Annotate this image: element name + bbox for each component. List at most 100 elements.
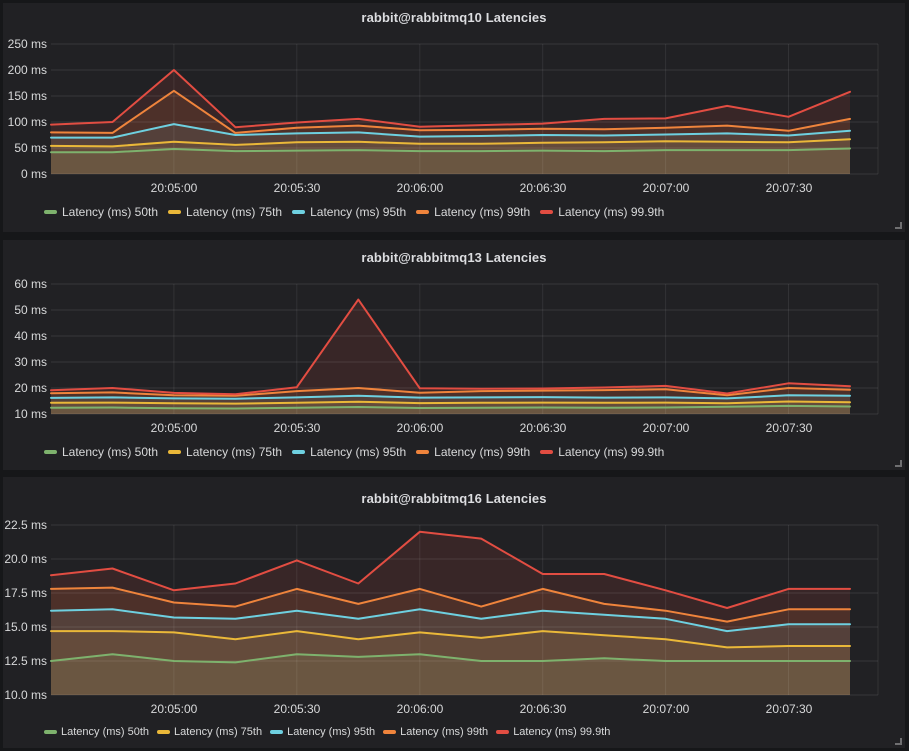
legend-label: Latency (ms) 50th: [62, 445, 159, 459]
legend-item[interactable]: Latency (ms) 99th: [416, 205, 530, 219]
legend-item[interactable]: Latency (ms) 75th: [168, 205, 282, 219]
y-tick-label: 10.0 ms: [4, 688, 47, 702]
legend-item[interactable]: Latency (ms) 75th: [157, 726, 262, 738]
x-tick-label: 20:07:00: [642, 702, 690, 716]
legend-label: Latency (ms) 99th: [434, 205, 531, 219]
legend-item[interactable]: Latency (ms) 95th: [292, 445, 406, 459]
panel-resize-handle-icon[interactable]: [893, 736, 902, 745]
y-tick-label: 100 ms: [7, 115, 47, 129]
y-tick-label: 20.0 ms: [4, 552, 47, 566]
legend: Latency (ms) 50th Latency (ms) 75th Latenc…: [44, 445, 664, 459]
x-tick-label: 20:06:00: [396, 181, 444, 195]
legend-swatch-icon: [292, 210, 306, 214]
legend-swatch-icon: [496, 730, 510, 734]
legend-swatch-icon: [292, 450, 306, 454]
x-tick-label: 20:07:30: [765, 702, 813, 716]
x-tick-label: 20:05:30: [273, 702, 321, 716]
latency-chart[interactable]: [3, 477, 905, 748]
legend-item[interactable]: Latency (ms) 99th: [383, 726, 488, 738]
y-tick-label: 150 ms: [7, 89, 47, 103]
legend-swatch-icon: [168, 210, 182, 214]
legend: Latency (ms) 50th Latency (ms) 75th Latenc…: [44, 205, 664, 219]
legend-label: Latency (ms) 75th: [186, 445, 283, 459]
panel-title[interactable]: rabbit@rabbitmq10 Latencies: [361, 10, 547, 25]
panel-rabbitmq16-latencies: rabbit@rabbitmq16 Latencies 10.0 ms 12.5 …: [3, 477, 905, 748]
series-fill: [51, 587, 850, 695]
y-tick-label: 22.5 ms: [4, 518, 47, 532]
x-tick-label: 20:05:00: [150, 702, 198, 716]
series-line: [50, 69, 851, 129]
y-tick-label: 10 ms: [14, 407, 47, 421]
series-line: [50, 586, 851, 623]
legend-swatch-icon: [416, 210, 430, 214]
series-line: [50, 394, 851, 400]
legend-swatch-icon: [44, 730, 57, 734]
legend-item[interactable]: Latency (ms) 50th: [44, 445, 158, 459]
legend-label: Latency (ms) 50th: [61, 726, 150, 738]
series-fill: [51, 124, 850, 174]
y-tick-label: 60 ms: [14, 277, 47, 291]
series-line: [50, 608, 851, 633]
legend-item[interactable]: Latency (ms) 50th: [44, 726, 149, 738]
y-tick-label: 250 ms: [7, 37, 47, 51]
series-line: [50, 123, 851, 139]
panel-resize-handle-icon[interactable]: [893, 458, 902, 467]
legend-item[interactable]: Latency (ms) 99.9th: [540, 205, 664, 219]
series-fill: [51, 631, 850, 695]
x-tick-label: 20:07:30: [765, 181, 813, 195]
y-tick-label: 40 ms: [14, 329, 47, 343]
legend-label: Latency (ms) 99.9th: [558, 445, 665, 459]
series-line: [50, 298, 851, 396]
series-line: [50, 387, 851, 397]
series-fill: [51, 609, 850, 695]
panel-resize-handle-icon[interactable]: [893, 220, 902, 229]
legend-label: Latency (ms) 50th: [62, 205, 159, 219]
legend-label: Latency (ms) 95th: [310, 205, 407, 219]
legend-item[interactable]: Latency (ms) 99.9th: [496, 726, 610, 738]
legend-label: Latency (ms) 75th: [186, 205, 283, 219]
legend-swatch-icon: [44, 210, 57, 214]
latency-chart[interactable]: [3, 240, 905, 470]
x-tick-label: 20:05:00: [150, 181, 198, 195]
series-line: [50, 530, 851, 609]
x-tick-label: 20:05:30: [273, 181, 321, 195]
panel-rabbitmq13-latencies: rabbit@rabbitmq13 Latencies 10 ms 20 ms 30…: [3, 240, 905, 470]
legend-label: Latency (ms) 75th: [174, 726, 263, 738]
x-tick-label: 20:05:00: [150, 421, 198, 435]
legend-swatch-icon: [44, 450, 57, 454]
series-fill: [51, 139, 850, 174]
series-fill: [51, 148, 850, 174]
legend-item[interactable]: Latency (ms) 50th: [44, 205, 158, 219]
legend-item[interactable]: Latency (ms) 99.9th: [540, 445, 664, 459]
panel-title[interactable]: rabbit@rabbitmq13 Latencies: [361, 250, 547, 265]
y-tick-label: 50 ms: [14, 141, 47, 155]
x-tick-label: 20:06:00: [396, 421, 444, 435]
x-tick-label: 20:05:30: [273, 421, 321, 435]
x-tick-label: 20:06:30: [519, 181, 567, 195]
y-tick-label: 15.0 ms: [4, 620, 47, 634]
series-line: [50, 653, 851, 664]
x-tick-label: 20:06:00: [396, 702, 444, 716]
legend-item[interactable]: Latency (ms) 95th: [292, 205, 406, 219]
legend: Latency (ms) 50th Latency (ms) 75th Latenc…: [44, 726, 610, 738]
series-line: [50, 89, 851, 134]
x-tick-label: 20:07:00: [642, 181, 690, 195]
series-fill: [51, 70, 850, 174]
legend-swatch-icon: [416, 450, 430, 454]
panel-title[interactable]: rabbit@rabbitmq16 Latencies: [361, 491, 547, 506]
legend-item[interactable]: Latency (ms) 99th: [416, 445, 530, 459]
panel-rabbitmq10-latencies: rabbit@rabbitmq10 Latencies 0 ms 50 ms 100…: [3, 3, 905, 232]
legend-item[interactable]: Latency (ms) 95th: [270, 726, 375, 738]
legend-label: Latency (ms) 99.9th: [513, 726, 611, 738]
series-line: [50, 630, 851, 649]
y-tick-label: 12.5 ms: [4, 654, 47, 668]
legend-label: Latency (ms) 99.9th: [558, 205, 665, 219]
series-line: [50, 400, 851, 405]
legend-item[interactable]: Latency (ms) 75th: [168, 445, 282, 459]
legend-label: Latency (ms) 95th: [310, 445, 407, 459]
latency-chart[interactable]: [3, 3, 905, 232]
legend-swatch-icon: [540, 210, 554, 214]
series-line: [50, 147, 851, 154]
x-tick-label: 20:07:30: [765, 421, 813, 435]
